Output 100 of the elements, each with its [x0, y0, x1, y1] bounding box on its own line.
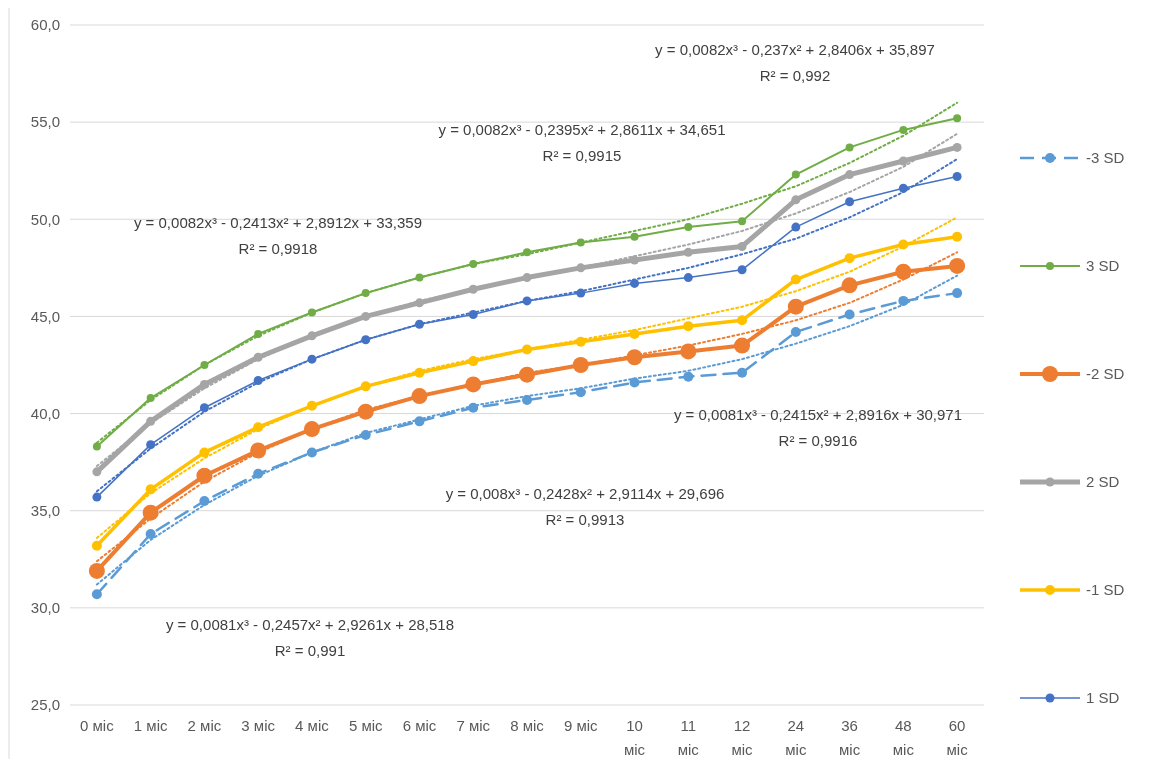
point: [790, 274, 801, 285]
point: [361, 335, 371, 345]
y-tick-label: 35,0: [30, 501, 60, 519]
legend-label: 3 SD: [1086, 257, 1120, 275]
point: [952, 172, 962, 182]
x-tick-label: 0 міс: [80, 717, 115, 734]
point: [898, 239, 909, 250]
x-tick-label: 36 міс: [839, 717, 861, 758]
point: [469, 259, 478, 268]
point: [895, 263, 912, 280]
point: [250, 442, 267, 459]
point: [414, 319, 424, 329]
point: [737, 241, 747, 251]
y-tick-label: 30,0: [30, 599, 60, 617]
point: [468, 284, 478, 294]
point: [360, 429, 371, 440]
annotation: y = 0,0081x³ - 0,2415x² + 2,8916x + 30,971 R² = 0,9916: [673, 406, 963, 449]
annotation: y = 0,0082x³ - 0,237x² + 2,8406x + 35,897 R² = 0,992: [655, 41, 935, 84]
x-tick-label: 3 міс: [241, 717, 276, 734]
legend-label: -3 SD: [1086, 149, 1125, 167]
y-tick-label: 60,0: [30, 16, 60, 34]
point: [683, 247, 693, 257]
x-tick-label: 4 міс: [295, 717, 330, 734]
point: [357, 403, 374, 420]
point: [572, 357, 589, 373]
point: [253, 422, 264, 433]
point: [949, 257, 966, 274]
legend-label: -1 SD: [1086, 581, 1125, 599]
point: [575, 387, 586, 398]
point: [254, 329, 263, 338]
point: [522, 344, 532, 355]
point: [845, 197, 855, 207]
x-tick-label: 11 міс: [677, 717, 700, 758]
y-tick-label: 50,0: [30, 210, 60, 228]
point: [146, 416, 156, 426]
point: [88, 562, 105, 579]
point: [845, 143, 854, 152]
point: [468, 356, 479, 367]
point: [307, 331, 317, 341]
x-tick-label: 48 міс: [892, 717, 915, 758]
point: [683, 273, 693, 283]
point: [734, 337, 751, 354]
point: [791, 222, 801, 232]
y-tick-label: 55,0: [30, 113, 60, 131]
point: [146, 394, 155, 403]
point: [307, 354, 317, 364]
point: [145, 529, 156, 540]
y-tick-label: 45,0: [30, 307, 60, 325]
point: [680, 343, 697, 360]
point: [414, 298, 424, 308]
point: [683, 321, 694, 332]
point: [630, 232, 639, 241]
point: [519, 366, 535, 383]
point: [791, 170, 800, 179]
x-tick-label: 6 міс: [402, 717, 437, 734]
x-tick-label: 8 міс: [510, 717, 545, 734]
x-tick-label: 2 міс: [187, 717, 222, 734]
y-tick-label: 25,0: [30, 696, 60, 714]
point: [576, 288, 586, 298]
point: [683, 371, 694, 382]
point: [898, 295, 909, 306]
point: [953, 114, 962, 123]
point: [522, 296, 532, 306]
point: [629, 328, 640, 339]
point: [522, 394, 532, 405]
point: [898, 183, 908, 193]
x-tick-label: 10 міс: [623, 717, 646, 758]
point: [790, 326, 801, 337]
point: [737, 315, 748, 326]
point: [626, 349, 643, 366]
point: [199, 496, 210, 506]
point: [952, 288, 963, 299]
point: [303, 421, 320, 438]
point: [91, 589, 102, 600]
point: [253, 352, 263, 362]
point: [465, 376, 482, 393]
annotation: y = 0,008x³ - 0,2428x² + 2,9114x + 29,696 R² = 0,9913: [445, 485, 725, 528]
legend-label: -2 SD: [1086, 365, 1125, 383]
y-tick-label: 40,0: [30, 404, 60, 422]
x-tick-label: 9 міс: [563, 717, 599, 734]
x-tick-label: 24 міс: [785, 717, 807, 758]
point: [91, 540, 102, 551]
point: [199, 403, 209, 413]
point: [575, 336, 586, 347]
point: [787, 298, 804, 315]
point: [415, 273, 424, 282]
point: [253, 468, 264, 479]
x-tick-label: 7 міс: [456, 717, 491, 734]
point: [841, 277, 858, 294]
x-tick-label: 12 міс: [731, 717, 754, 758]
x-tick-label: 60 міс: [946, 717, 969, 758]
point: [468, 402, 479, 413]
point: [306, 400, 317, 411]
point: [361, 311, 371, 321]
point: [523, 248, 531, 257]
point: [844, 309, 855, 320]
point: [845, 170, 855, 180]
point: [92, 442, 101, 451]
point: [361, 289, 370, 298]
point: [899, 125, 908, 134]
